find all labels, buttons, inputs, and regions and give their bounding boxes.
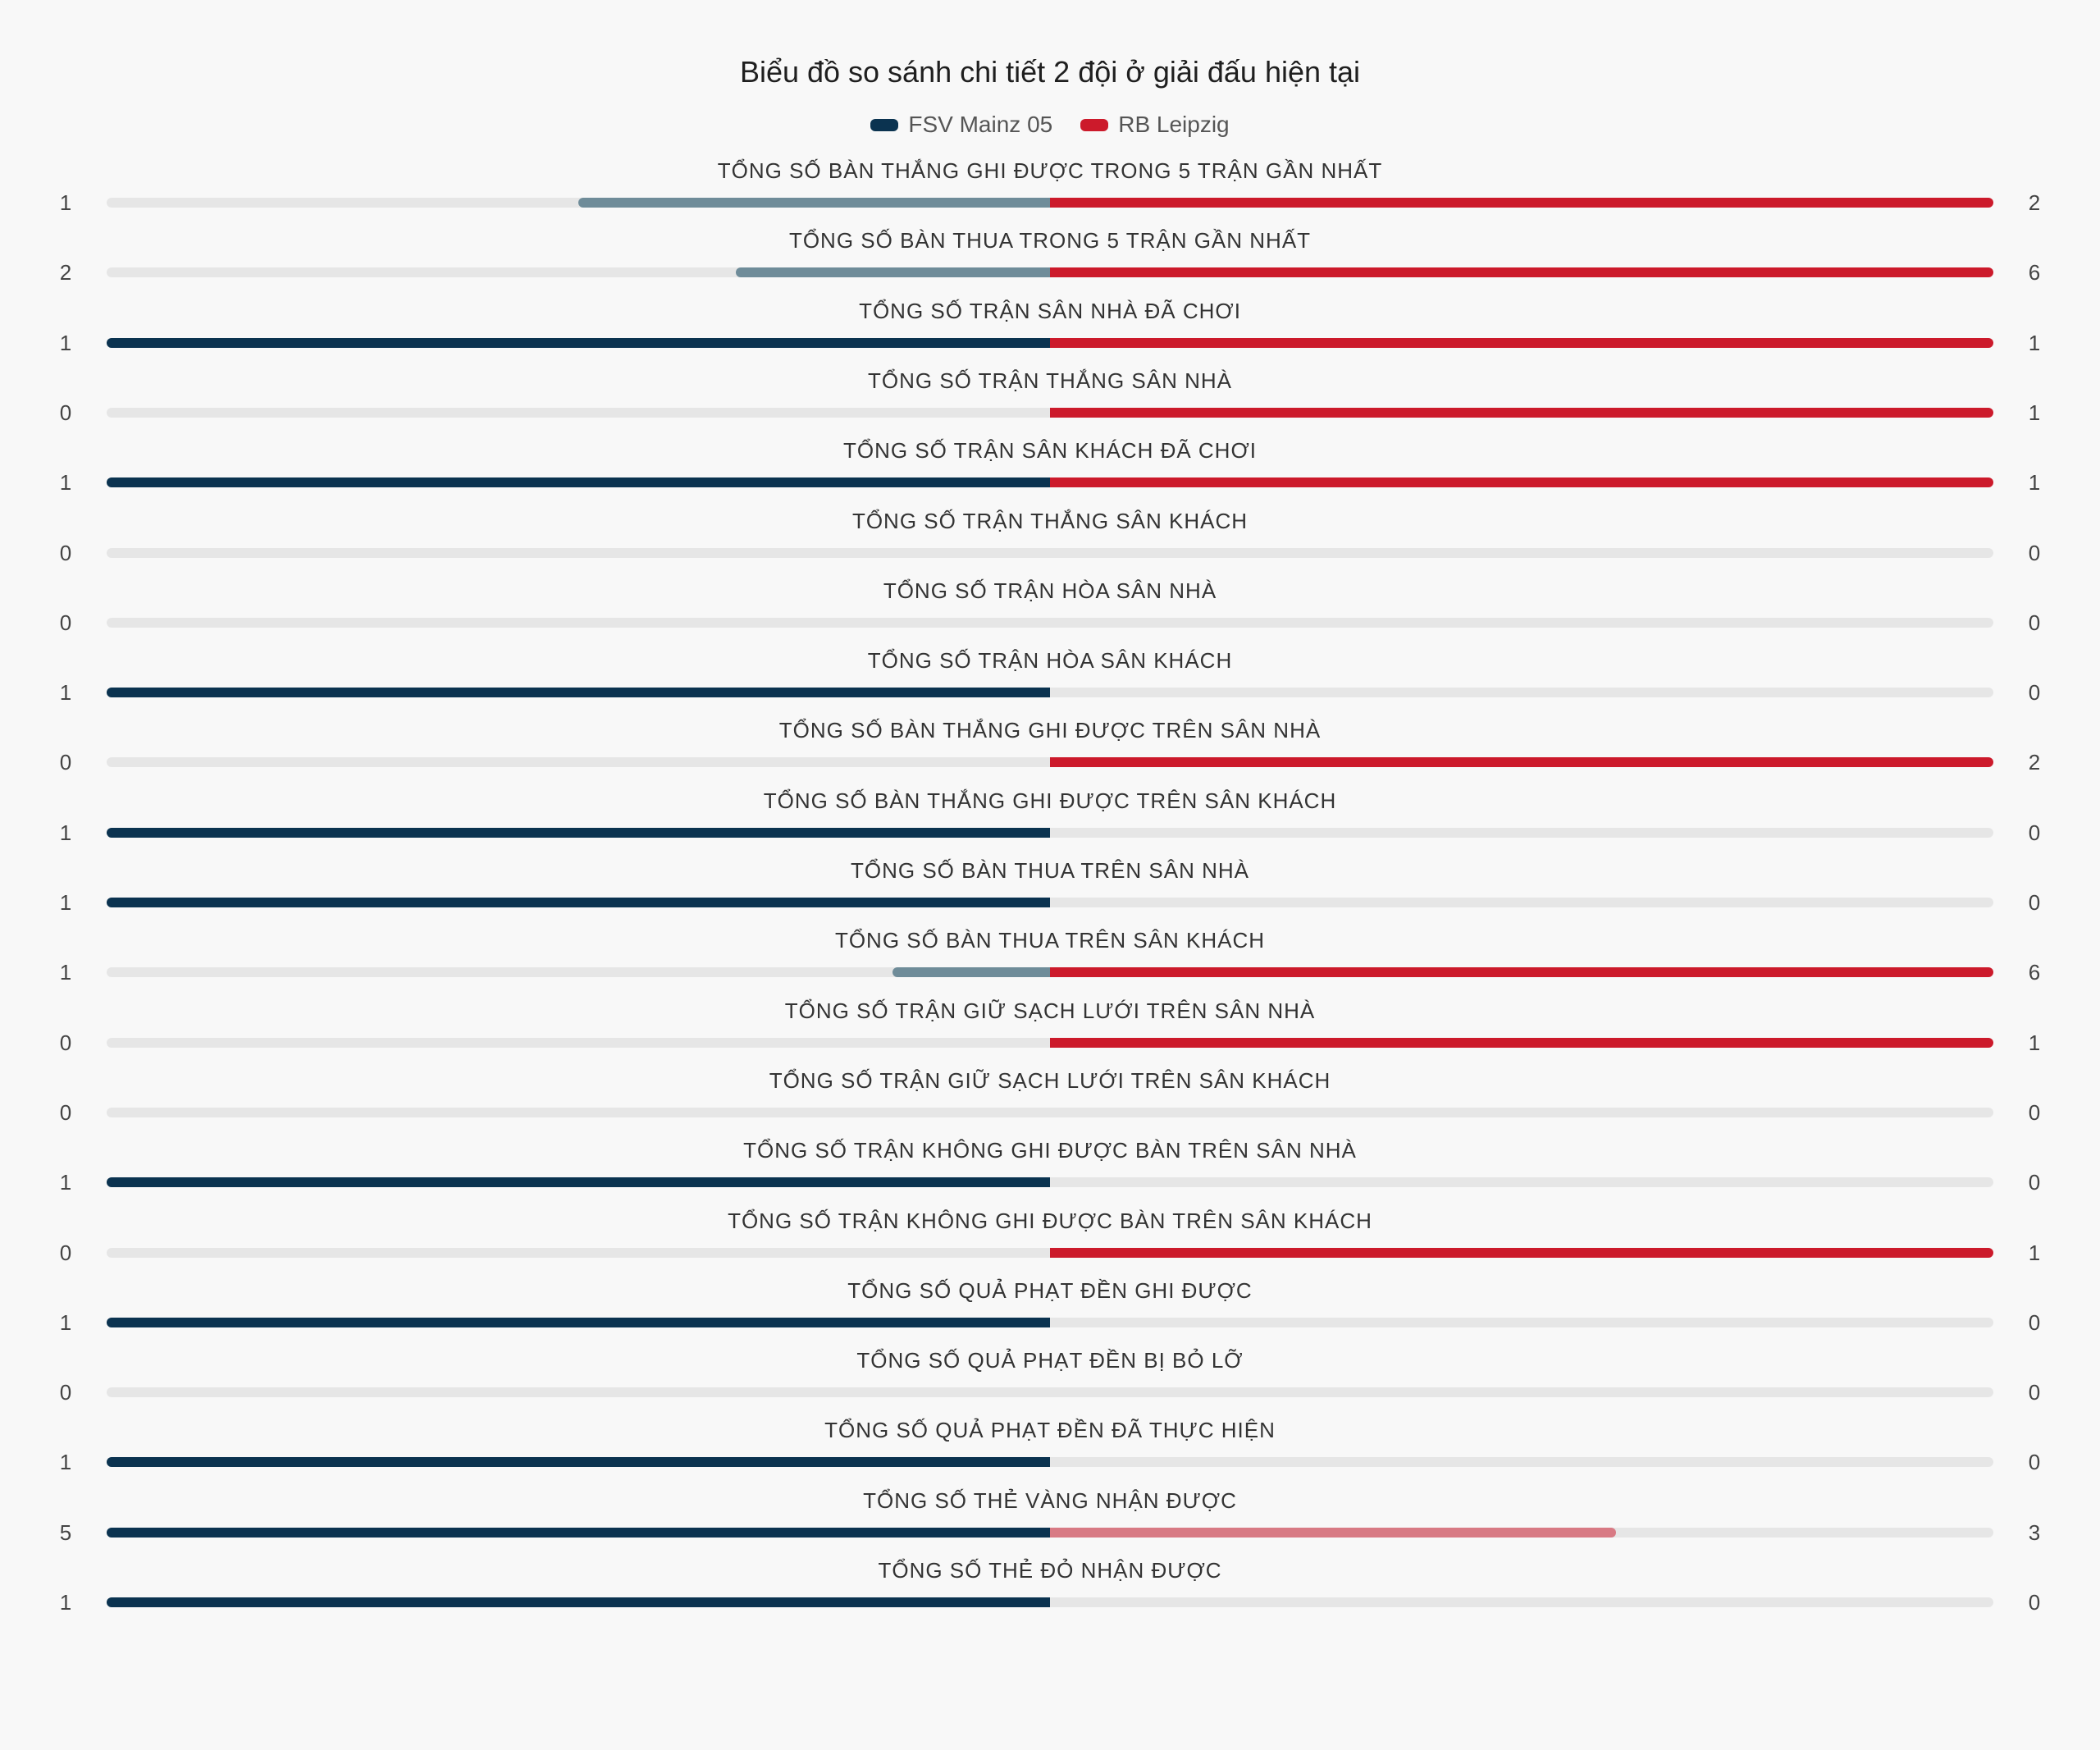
row-label: TỔNG SỐ BÀN THUA TRÊN SÂN KHÁCH [834,928,1266,953]
bar-team-a[interactable] [107,1527,1050,1538]
bar-team-b[interactable] [1050,1037,1993,1048]
value-team-a: 1 [59,680,72,706]
value-team-b: 3 [2028,1519,2041,1545]
bar-team-a[interactable] [107,1457,1050,1468]
value-team-b: 0 [2028,1590,2041,1615]
value-team-b: 0 [2028,1380,2041,1405]
value-team-b: 0 [2028,1099,2041,1125]
row-label: TỔNG SỐ THẺ ĐỎ NHẬN ĐƯỢC [878,1558,1222,1583]
row-label: TỔNG SỐ QUẢ PHẠT ĐỀN ĐÃ THỰC HIỆN [824,1418,1276,1443]
row-label: TỔNG SỐ BÀN THẮNG GHI ĐƯỢC TRÊN SÂN KHÁC… [763,788,1337,813]
row-label: TỔNG SỐ QUẢ PHẠT ĐỀN GHI ĐƯỢC [847,1277,1253,1303]
legend-item-team-a[interactable]: FSV Mainz 05 [870,110,1052,139]
bar-team-a[interactable] [107,1317,1050,1327]
value-team-a: 0 [59,1099,72,1125]
value-team-a: 5 [59,1519,72,1545]
row-label: TỔNG SỐ TRẬN KHÔNG GHI ĐƯỢC BÀN TRÊN SÂN… [728,1208,1372,1233]
value-team-a: 1 [59,1590,72,1615]
value-team-b: 0 [2028,1170,2041,1195]
value-team-b: 2 [2028,750,2041,775]
bar-team-a[interactable] [107,688,1050,698]
value-team-a: 1 [59,1309,72,1335]
bar-team-a[interactable] [578,198,1050,208]
value-team-a: 2 [59,260,72,286]
value-team-a: 1 [59,1450,72,1475]
bar-track [107,617,1993,628]
bar-team-a[interactable] [107,898,1050,907]
bar-team-b[interactable] [1050,967,1993,978]
value-team-b: 1 [2028,1030,2041,1055]
value-team-a: 1 [59,1170,72,1195]
legend-item-team-b[interactable]: RB Leipzig [1080,110,1230,139]
value-team-b: 0 [2028,680,2041,706]
row-label: TỔNG SỐ QUẢ PHẠT ĐỀN BỊ BỎ LỠ [856,1348,1244,1373]
bar-team-a[interactable] [107,1177,1050,1188]
row-label: TỔNG SỐ TRẬN HÒA SÂN NHÀ [883,578,1217,603]
bar-track [107,1107,1993,1117]
value-team-b: 6 [2028,260,2041,286]
value-team-b: 1 [2028,330,2041,355]
legend-swatch-team-b [1080,118,1109,131]
value-team-a: 0 [59,1380,72,1405]
row-label: TỔNG SỐ TRẬN THẮNG SÂN NHÀ [868,368,1232,393]
bar-track [107,547,1993,558]
value-team-b: 0 [2028,820,2041,845]
value-team-b: 1 [2028,1240,2041,1265]
bar-team-b[interactable] [1050,477,1993,488]
value-team-a: 0 [59,750,72,775]
legend-label-team-b: RB Leipzig [1118,112,1230,137]
bar-team-b[interactable] [1050,1527,1616,1538]
value-team-b: 2 [2028,190,2041,215]
value-team-b: 1 [2028,400,2041,425]
row-label: TỔNG SỐ BÀN THUA TRÊN SÂN NHÀ [850,858,1249,883]
row-label: TỔNG SỐ TRẬN KHÔNG GHI ĐƯỢC BÀN TRÊN SÂN… [743,1138,1357,1163]
bar-team-a[interactable] [107,337,1050,348]
legend: FSV Mainz 05 RB Leipzig [0,110,2100,139]
chart-title: Biểu đồ so sánh chi tiết 2 đội ở giải đấ… [739,55,1361,89]
value-team-a: 1 [59,470,72,496]
row-label: TỔNG SỐ BÀN THUA TRONG 5 TRẬN GẦN NHẤT [788,228,1312,254]
value-team-a: 0 [59,400,72,425]
row-label: TỔNG SỐ TRẬN THẮNG SÂN KHÁCH [851,508,1249,533]
value-team-a: 0 [59,540,72,565]
bar-team-b[interactable] [1050,1247,1993,1258]
bar-team-b[interactable] [1050,267,1993,278]
value-team-a: 0 [59,610,72,635]
row-label: TỔNG SỐ TRẬN GIỮ SẠCH LƯỚI TRÊN SÂN KHÁC… [769,1067,1331,1093]
bar-team-a[interactable] [107,1597,1050,1607]
row-label: TỔNG SỐ TRẬN HÒA SÂN KHÁCH [867,648,1233,674]
value-team-b: 6 [2028,960,2041,985]
bar-team-a[interactable] [735,267,1050,278]
value-team-a: 1 [59,190,72,215]
bar-team-b[interactable] [1050,757,1993,768]
value-team-a: 1 [59,330,72,355]
row-label: TỔNG SỐ TRẬN GIỮ SẠCH LƯỚI TRÊN SÂN NHÀ [784,998,1316,1023]
bar-team-a[interactable] [107,477,1050,488]
bar-team-a[interactable] [107,827,1050,838]
row-label: TỔNG SỐ TRẬN SÂN NHÀ ĐÃ CHƠI [859,298,1241,323]
value-team-b: 0 [2028,890,2041,915]
bar-team-a[interactable] [892,967,1050,978]
bar-team-b[interactable] [1050,337,1993,348]
bar-team-b[interactable] [1050,407,1993,418]
row-label: TỔNG SỐ THẺ VÀNG NHẬN ĐƯỢC [863,1487,1237,1513]
legend-swatch-team-a [870,118,899,131]
bar-track [107,1387,1993,1398]
value-team-b: 0 [2028,1450,2041,1475]
value-team-b: 1 [2028,470,2041,496]
value-team-a: 1 [59,960,72,985]
value-team-a: 1 [59,820,72,845]
value-team-a: 0 [59,1240,72,1265]
value-team-b: 0 [2028,610,2041,635]
legend-label-team-a: FSV Mainz 05 [908,112,1053,137]
value-team-b: 0 [2028,1309,2041,1335]
row-label: TỔNG SỐ BÀN THẮNG GHI ĐƯỢC TRONG 5 TRẬN … [717,158,1383,183]
value-team-a: 0 [59,1030,72,1055]
row-label: TỔNG SỐ BÀN THẮNG GHI ĐƯỢC TRÊN SÂN NHÀ [778,718,1322,743]
value-team-b: 0 [2028,540,2041,565]
value-team-a: 1 [59,890,72,915]
bar-team-b[interactable] [1050,198,1993,208]
row-label: TỔNG SỐ TRẬN SÂN KHÁCH ĐÃ CHƠI [843,438,1257,464]
